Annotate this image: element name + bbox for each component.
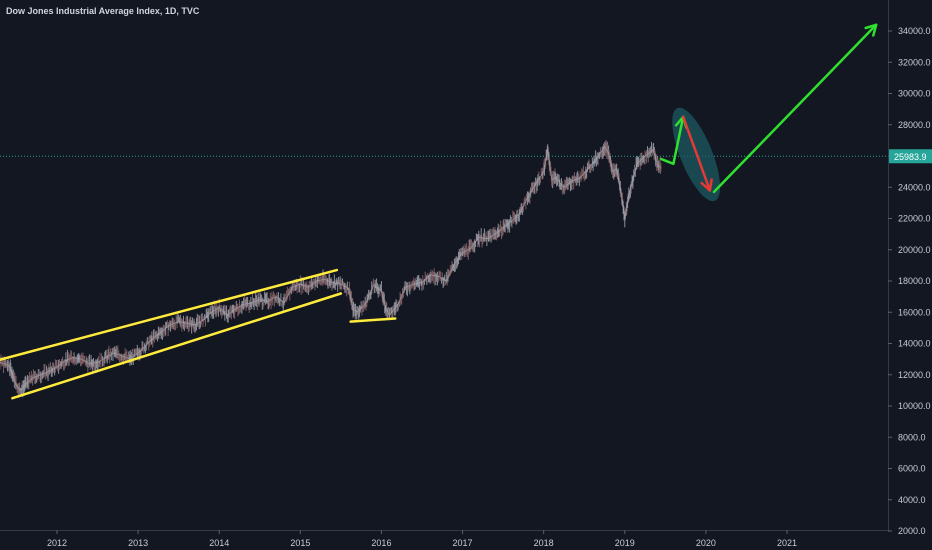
y-tick-label: 16000.0 [898,307,931,317]
x-tick-label: 2020 [696,538,716,548]
arrow-down [681,115,712,192]
plot-layer [0,23,888,400]
x-tick-label: 2015 [290,538,310,548]
channel-lower-line [11,292,343,400]
y-tick-label: 20000.0 [898,245,931,255]
y-tick-label: 10000.0 [898,401,931,411]
x-tick-label: 2018 [534,538,554,548]
x-tick-label: 2021 [777,538,797,548]
current-price-label: 25983.9 [894,152,927,162]
arrow-small-up [660,115,685,166]
y-tick-label: 8000.0 [898,432,926,442]
x-tick-label: 2019 [615,538,635,548]
y-tick-label: 14000.0 [898,339,931,349]
y-axis: 2000.0 4000.0 6000.0 8000.0 10000.0 12000.0 14… [888,0,932,536]
support-line [349,317,397,323]
y-tick-label: 30000.0 [898,89,931,99]
y-tick-label: 4000.0 [898,495,926,505]
current-price-badge [889,149,932,164]
x-tick-label: 2016 [371,538,391,548]
x-tick-label: 2014 [209,538,229,548]
y-tick-label: 12000.0 [898,370,931,380]
channel-upper-line [0,268,339,361]
chart-title: Dow Jones Industrial Average Index, 1D, … [6,6,200,16]
y-tick-label: 22000.0 [898,214,931,224]
arrow-big-up [712,23,878,194]
y-tick-label: 6000.0 [898,464,926,474]
x-tick-label: 2017 [453,538,473,548]
x-axis: 2012 2013 2014 2015 2016 2017 2018 2019 2020 2021 [0,530,888,548]
y-tick-label: 34000.0 [898,26,931,36]
arrow-down-head [700,178,713,192]
y-tick-label: 32000.0 [898,57,931,67]
price-line [0,145,662,392]
y-tick-label: 28000.0 [898,120,931,130]
y-tick-label: 18000.0 [898,276,931,286]
x-tick-label: 2013 [128,538,148,548]
arrow-big-up-head [864,23,878,37]
y-tick-label: 24000.0 [898,182,931,192]
x-tick-label: 2012 [47,538,67,548]
y-tick-label: 2000.0 [898,526,926,536]
